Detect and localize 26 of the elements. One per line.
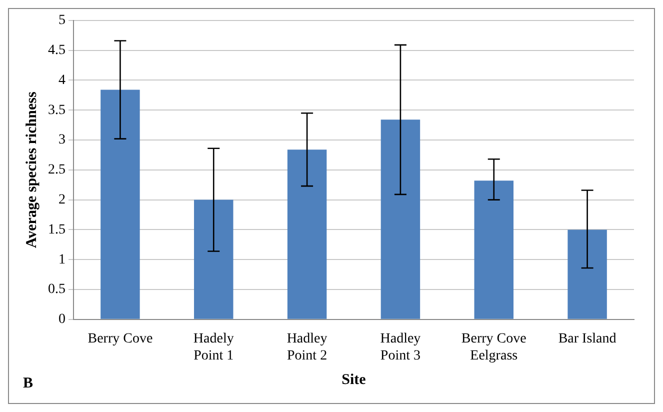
y-tick-label: 3 xyxy=(58,132,66,148)
y-tick-label: 0.5 xyxy=(48,282,66,298)
y-tick-label: 2 xyxy=(58,192,66,208)
bar xyxy=(287,150,327,319)
x-tick-label: Hadley Point 3 xyxy=(380,331,421,364)
bar xyxy=(100,90,140,319)
bar xyxy=(380,120,420,319)
x-tick-label: Berry Cove Eelgrass xyxy=(461,331,526,364)
text: B xyxy=(23,375,34,392)
y-tick-label: 0 xyxy=(58,312,66,328)
bar xyxy=(194,200,234,319)
y-tick-label: 5 xyxy=(58,13,66,28)
y-tick-label: 1 xyxy=(58,252,66,268)
x-axis-title: Site xyxy=(342,372,366,388)
x-tick-label: Hadely Point 1 xyxy=(193,331,234,364)
y-tick-label: 2.5 xyxy=(48,162,66,178)
y-tick-label: 3.5 xyxy=(48,102,66,118)
x-tick-label: Hadley Point 2 xyxy=(286,331,328,364)
y-tick-label: 4.5 xyxy=(48,42,66,58)
bar xyxy=(568,230,607,319)
y-tick-label: 4 xyxy=(58,72,66,88)
x-tick-label: Berry Cove xyxy=(88,331,153,346)
x-tick-label: Bar Island xyxy=(558,331,616,346)
y-axis-title: Average species richness xyxy=(24,92,40,248)
bar xyxy=(474,180,514,319)
y-tick-label: 1.5 xyxy=(48,222,66,238)
